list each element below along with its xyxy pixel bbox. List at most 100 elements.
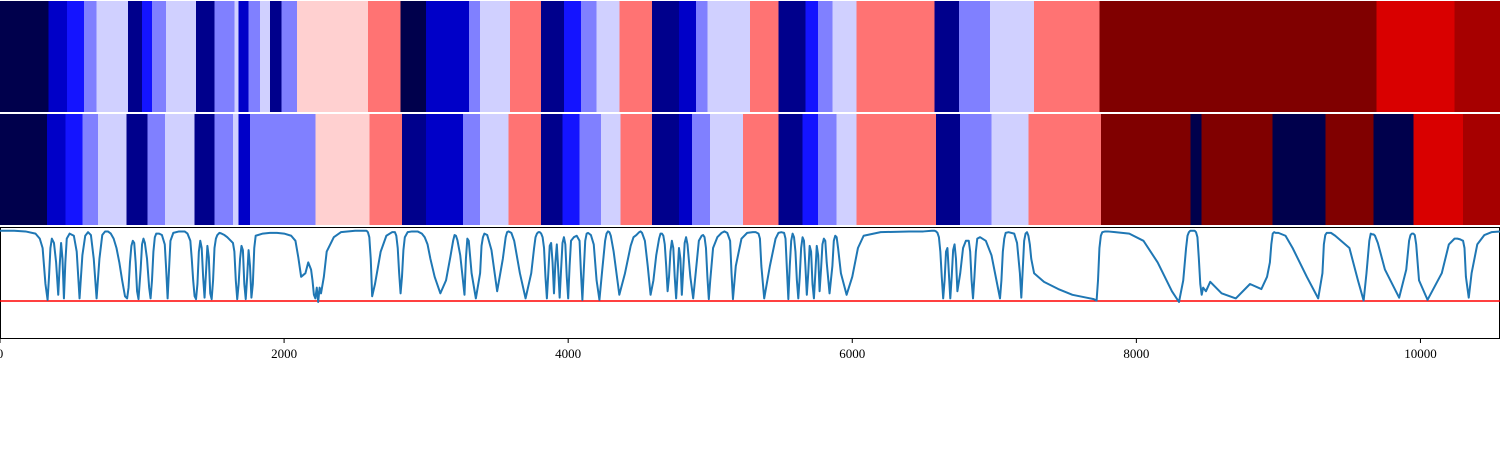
heatmap-cell (802, 114, 819, 225)
line-plot-panel (0, 227, 1500, 339)
heatmap-cell (232, 114, 240, 225)
heatmap-cell (147, 114, 166, 225)
heatmap-cell (214, 114, 234, 225)
heatmap-cell (541, 1, 565, 112)
heatmap-cell (194, 114, 215, 225)
heatmap-cell (401, 114, 427, 225)
heatmap-cell (563, 1, 582, 112)
heatmap-cell (1034, 1, 1100, 112)
heatmap-cell (856, 114, 937, 225)
heatmap-cell (46, 114, 66, 225)
heatmap-cell (480, 114, 509, 225)
heatmap-cell (367, 1, 401, 112)
heatmap-cell (856, 1, 936, 112)
heatmap-cell (707, 1, 751, 112)
heatmap-cell (238, 114, 251, 225)
heatmap-cell (1376, 1, 1455, 112)
heatmap-cell (818, 1, 833, 112)
heatmap-cell (281, 1, 298, 112)
heatmap-cell (127, 1, 143, 112)
heatmap-cell (541, 114, 563, 225)
heatmap-cell (651, 114, 680, 225)
heatmap-cell (509, 1, 542, 112)
heatmap-cell (126, 114, 149, 225)
heatmap-cell (580, 1, 597, 112)
heatmap-cell (369, 114, 403, 225)
heatmap-cell (250, 114, 316, 225)
heatmap-cell (778, 114, 803, 225)
heatmap-cell (678, 1, 697, 112)
heatmap-strip-middle (0, 114, 1500, 225)
x-tick-label: 4000 (555, 346, 581, 361)
heatmap-cell (1272, 114, 1326, 225)
heatmap-cell (259, 1, 271, 112)
heatmap-cell (214, 1, 235, 112)
heatmap-cell (1190, 114, 1203, 225)
heatmap-cell (620, 114, 653, 225)
heatmap-cell (238, 1, 249, 112)
heatmap-cell (1325, 114, 1374, 225)
heatmap-cell (818, 114, 838, 225)
heatmap-cell (426, 1, 470, 112)
heatmap-cell (1100, 114, 1191, 225)
heatmap-cell (164, 114, 195, 225)
heatmap-cell (426, 114, 464, 225)
heatmap-cell (936, 114, 961, 225)
heatmap-cell (805, 1, 819, 112)
heatmap-cell (562, 114, 580, 225)
heatmap-cell (234, 1, 240, 112)
heatmap-cell (0, 114, 48, 225)
heatmap-cell (508, 114, 542, 225)
heatmap-cell (836, 114, 857, 225)
x-tick-label: 10000 (1404, 346, 1437, 361)
heatmap-cell (1373, 114, 1414, 225)
heatmap-cell (48, 1, 68, 112)
heatmap-cell (142, 1, 153, 112)
x-tick-label: 8000 (1123, 346, 1149, 361)
x-tick-label: 0 (0, 346, 3, 361)
heatmap-cell (1463, 114, 1500, 225)
heatmap-cell (1201, 114, 1274, 225)
heatmap-cell (83, 1, 97, 112)
heatmap-cell (960, 114, 992, 225)
heatmap-cell (596, 1, 620, 112)
heatmap-cell (1454, 1, 1500, 112)
heatmap-cell (196, 1, 215, 112)
heatmap-cell (579, 114, 602, 225)
heatmap-cell (315, 114, 370, 225)
heatmap-cell (166, 1, 197, 112)
heatmap-cell (82, 114, 99, 225)
heatmap-cell (96, 1, 129, 112)
heatmap-cell (750, 1, 779, 112)
heatmap-cell (98, 114, 127, 225)
heatmap-cell (65, 114, 83, 225)
heatmap-cell (151, 1, 167, 112)
heatmap-strip-top (0, 1, 1500, 112)
heatmap-cell (463, 114, 481, 225)
heatmap-cell (248, 1, 261, 112)
heatmap-cell (651, 1, 680, 112)
heatmap-cell (832, 1, 857, 112)
series-line (0, 229, 1500, 303)
heatmap-cell (296, 1, 369, 112)
heatmap-cell (1028, 114, 1102, 225)
heatmap-cell (958, 1, 991, 112)
heatmap-cell (0, 1, 49, 112)
heatmap-cell (696, 1, 708, 112)
x-tick-label: 2000 (271, 346, 297, 361)
heatmap-cell (778, 1, 806, 112)
heatmap-cell (934, 1, 960, 112)
heatmap-cell (468, 1, 481, 112)
heatmap-cell (742, 114, 779, 225)
heatmap-cell (480, 1, 511, 112)
heatmap-cell (269, 1, 282, 112)
heatmap-cell (991, 114, 1029, 225)
heatmap-cell (990, 1, 1035, 112)
heatmap-cell (1099, 1, 1377, 112)
heatmap-cell (691, 114, 711, 225)
heatmap-cell (1413, 114, 1464, 225)
x-tick-label: 6000 (839, 346, 865, 361)
heatmap-cell (400, 1, 427, 112)
heatmap-cell (600, 114, 622, 225)
